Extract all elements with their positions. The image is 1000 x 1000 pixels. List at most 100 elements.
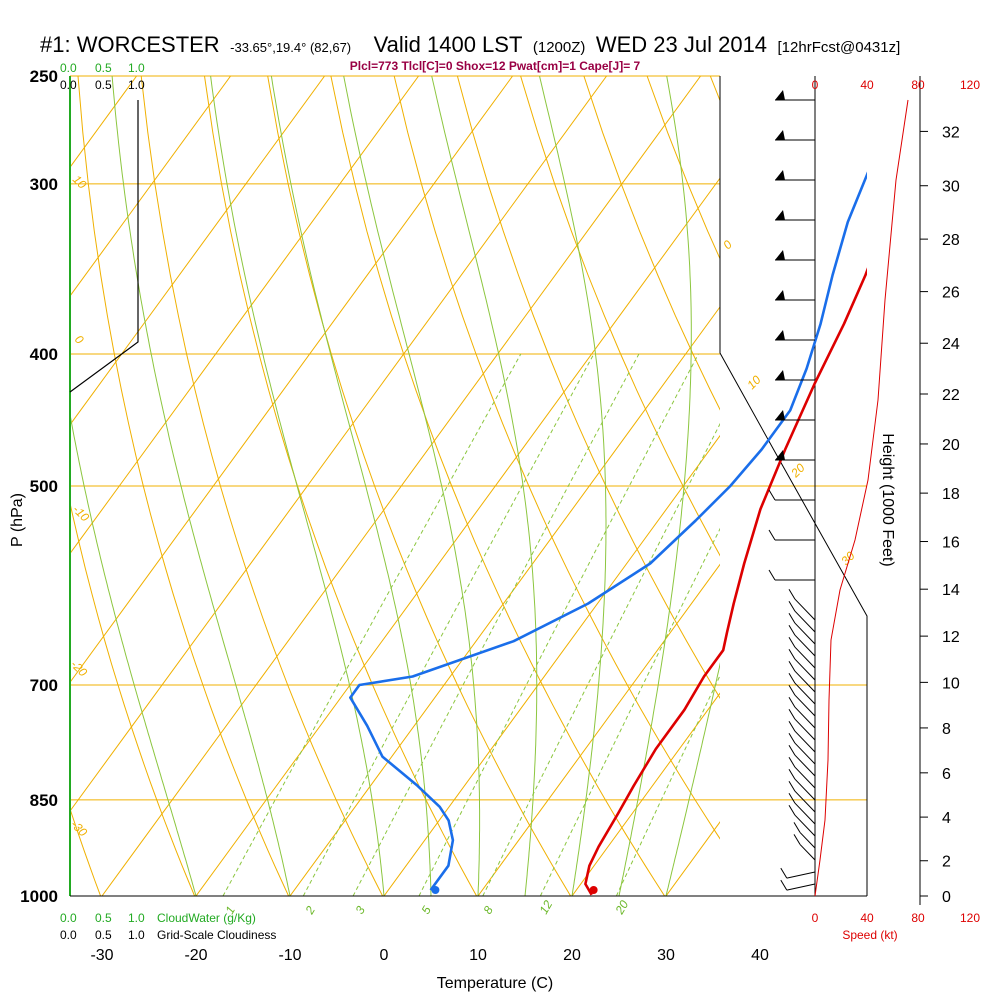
pressure-tick-label: 500 <box>30 477 58 496</box>
moist-adiabat-line <box>270 76 432 896</box>
x-tick-label: 30 <box>657 947 675 964</box>
dry-adiabat-line <box>393 76 720 840</box>
isotherm-line <box>70 76 608 812</box>
wind-barb <box>775 90 815 101</box>
height-tick-label: 28 <box>942 232 960 249</box>
dry-adiabat-line <box>520 76 720 557</box>
wind-barb <box>788 744 816 777</box>
svg-text:120: 120 <box>960 78 980 92</box>
dry-adiabat-line <box>963 76 1000 896</box>
svg-text:120: 120 <box>960 911 980 925</box>
wind-barb <box>788 768 816 801</box>
wind-barb <box>788 636 816 669</box>
dry-adiabat-line <box>77 76 290 896</box>
height-tick-label: 6 <box>942 766 951 783</box>
isotherm-line <box>289 306 720 896</box>
wind-barb <box>788 612 816 645</box>
moist-adiabat-line <box>343 76 481 896</box>
svg-text:1.0: 1.0 <box>128 78 145 92</box>
mixing-ratio-label: 12 <box>536 898 555 917</box>
wind-barb <box>788 756 816 789</box>
wind-barb <box>788 648 816 681</box>
mixing-ratio-label: 20 <box>612 898 631 918</box>
isotherm-line <box>70 76 326 426</box>
x-tick-label: 0 <box>380 947 389 964</box>
mixing-ratio-line <box>482 422 720 896</box>
wind-barb <box>788 720 816 753</box>
svg-text:40: 40 <box>860 911 874 925</box>
mixing-ratio-line <box>222 353 522 896</box>
speed-label: Speed (kt) <box>842 928 897 942</box>
wind-speed-profile <box>814 99 909 897</box>
svg-text:0.0: 0.0 <box>60 928 77 942</box>
height-tick-label: 24 <box>942 336 960 353</box>
wind-barb <box>788 588 816 621</box>
wind-barb <box>775 290 815 301</box>
pressure-tick-label: 400 <box>30 345 58 364</box>
dry-adiabat-label: -20 <box>68 657 90 679</box>
wind-barb <box>788 804 816 837</box>
svg-text:0.0: 0.0 <box>60 911 77 925</box>
wind-barb <box>768 489 815 501</box>
x-tick-label: 40 <box>751 947 769 964</box>
height-tick-label: 0 <box>942 889 951 906</box>
x-axis-label: Temperature (C) <box>437 975 553 992</box>
dry-adiabat-label: -30 <box>68 817 90 839</box>
height-tick-label: 26 <box>942 285 960 302</box>
wind-barb <box>768 569 815 581</box>
x-tick-label: 10 <box>469 947 487 964</box>
mixing-ratio-line <box>302 353 595 896</box>
wind-barb <box>775 410 815 421</box>
height-tick-label: 12 <box>942 629 960 646</box>
height-tick-label: 8 <box>942 721 951 738</box>
height-tick-label: 22 <box>942 387 960 404</box>
wind-barb <box>775 170 815 181</box>
plot-frame <box>69 76 921 905</box>
moist-adiabat-line <box>210 76 385 896</box>
wind-barb <box>788 780 816 813</box>
dry-adiabat-label: 30 <box>838 549 858 569</box>
wind-barb <box>793 834 816 861</box>
moist-adiabat-line <box>665 662 720 896</box>
svg-text:0.5: 0.5 <box>95 78 112 92</box>
title-valid: Valid 1400 LST <box>374 32 523 57</box>
wind-barb <box>788 792 816 825</box>
wind-barb <box>788 708 816 741</box>
sounding-profiles <box>348 171 867 896</box>
isotherm-line <box>70 76 420 555</box>
cloudiness-label: Grid-Scale Cloudiness <box>157 928 276 942</box>
pressure-tick-label: 850 <box>30 791 58 810</box>
dry-adiabat-line <box>583 76 720 411</box>
dry-adiabat-label: 10 <box>744 373 764 393</box>
svg-text:0.0: 0.0 <box>60 78 77 92</box>
title-forecast: [12hrFcst@0431z] <box>778 39 901 56</box>
wind-barb <box>775 450 815 461</box>
moist-adiabat-line <box>539 76 607 896</box>
wind-barb <box>793 822 816 849</box>
wind-barb <box>775 210 815 221</box>
svg-text:1.0: 1.0 <box>128 911 145 925</box>
y2-axis-label: Height (1000 Feet) <box>879 433 896 566</box>
surface-dewpoint-marker <box>431 886 440 894</box>
height-tick-label: 16 <box>942 535 960 552</box>
dry-adiabat-label: 10 <box>70 172 90 192</box>
height-tick-label: 20 <box>942 437 960 454</box>
height-tick-label: 18 <box>942 486 960 503</box>
dry-adiabat-line <box>70 807 102 896</box>
mixing-ratio-label: 5 <box>418 903 434 916</box>
mixing-ratio-line <box>615 674 720 896</box>
wind-barb <box>788 660 816 693</box>
dry-adiabat-label: 20 <box>788 461 808 481</box>
height-tick-label: 2 <box>942 854 951 871</box>
axes: -30 -20 -10 0 10 20 30 400246810121416182022242… <box>90 124 959 964</box>
wind-barb <box>775 330 815 341</box>
surface-temperature-marker <box>589 886 598 894</box>
svg-text:40: 40 <box>860 78 874 92</box>
isotherm-line <box>477 563 720 896</box>
wind-barb <box>775 250 815 261</box>
svg-text:80: 80 <box>911 911 925 925</box>
wind-barb <box>788 600 816 633</box>
height-tick-label: 32 <box>942 124 960 141</box>
